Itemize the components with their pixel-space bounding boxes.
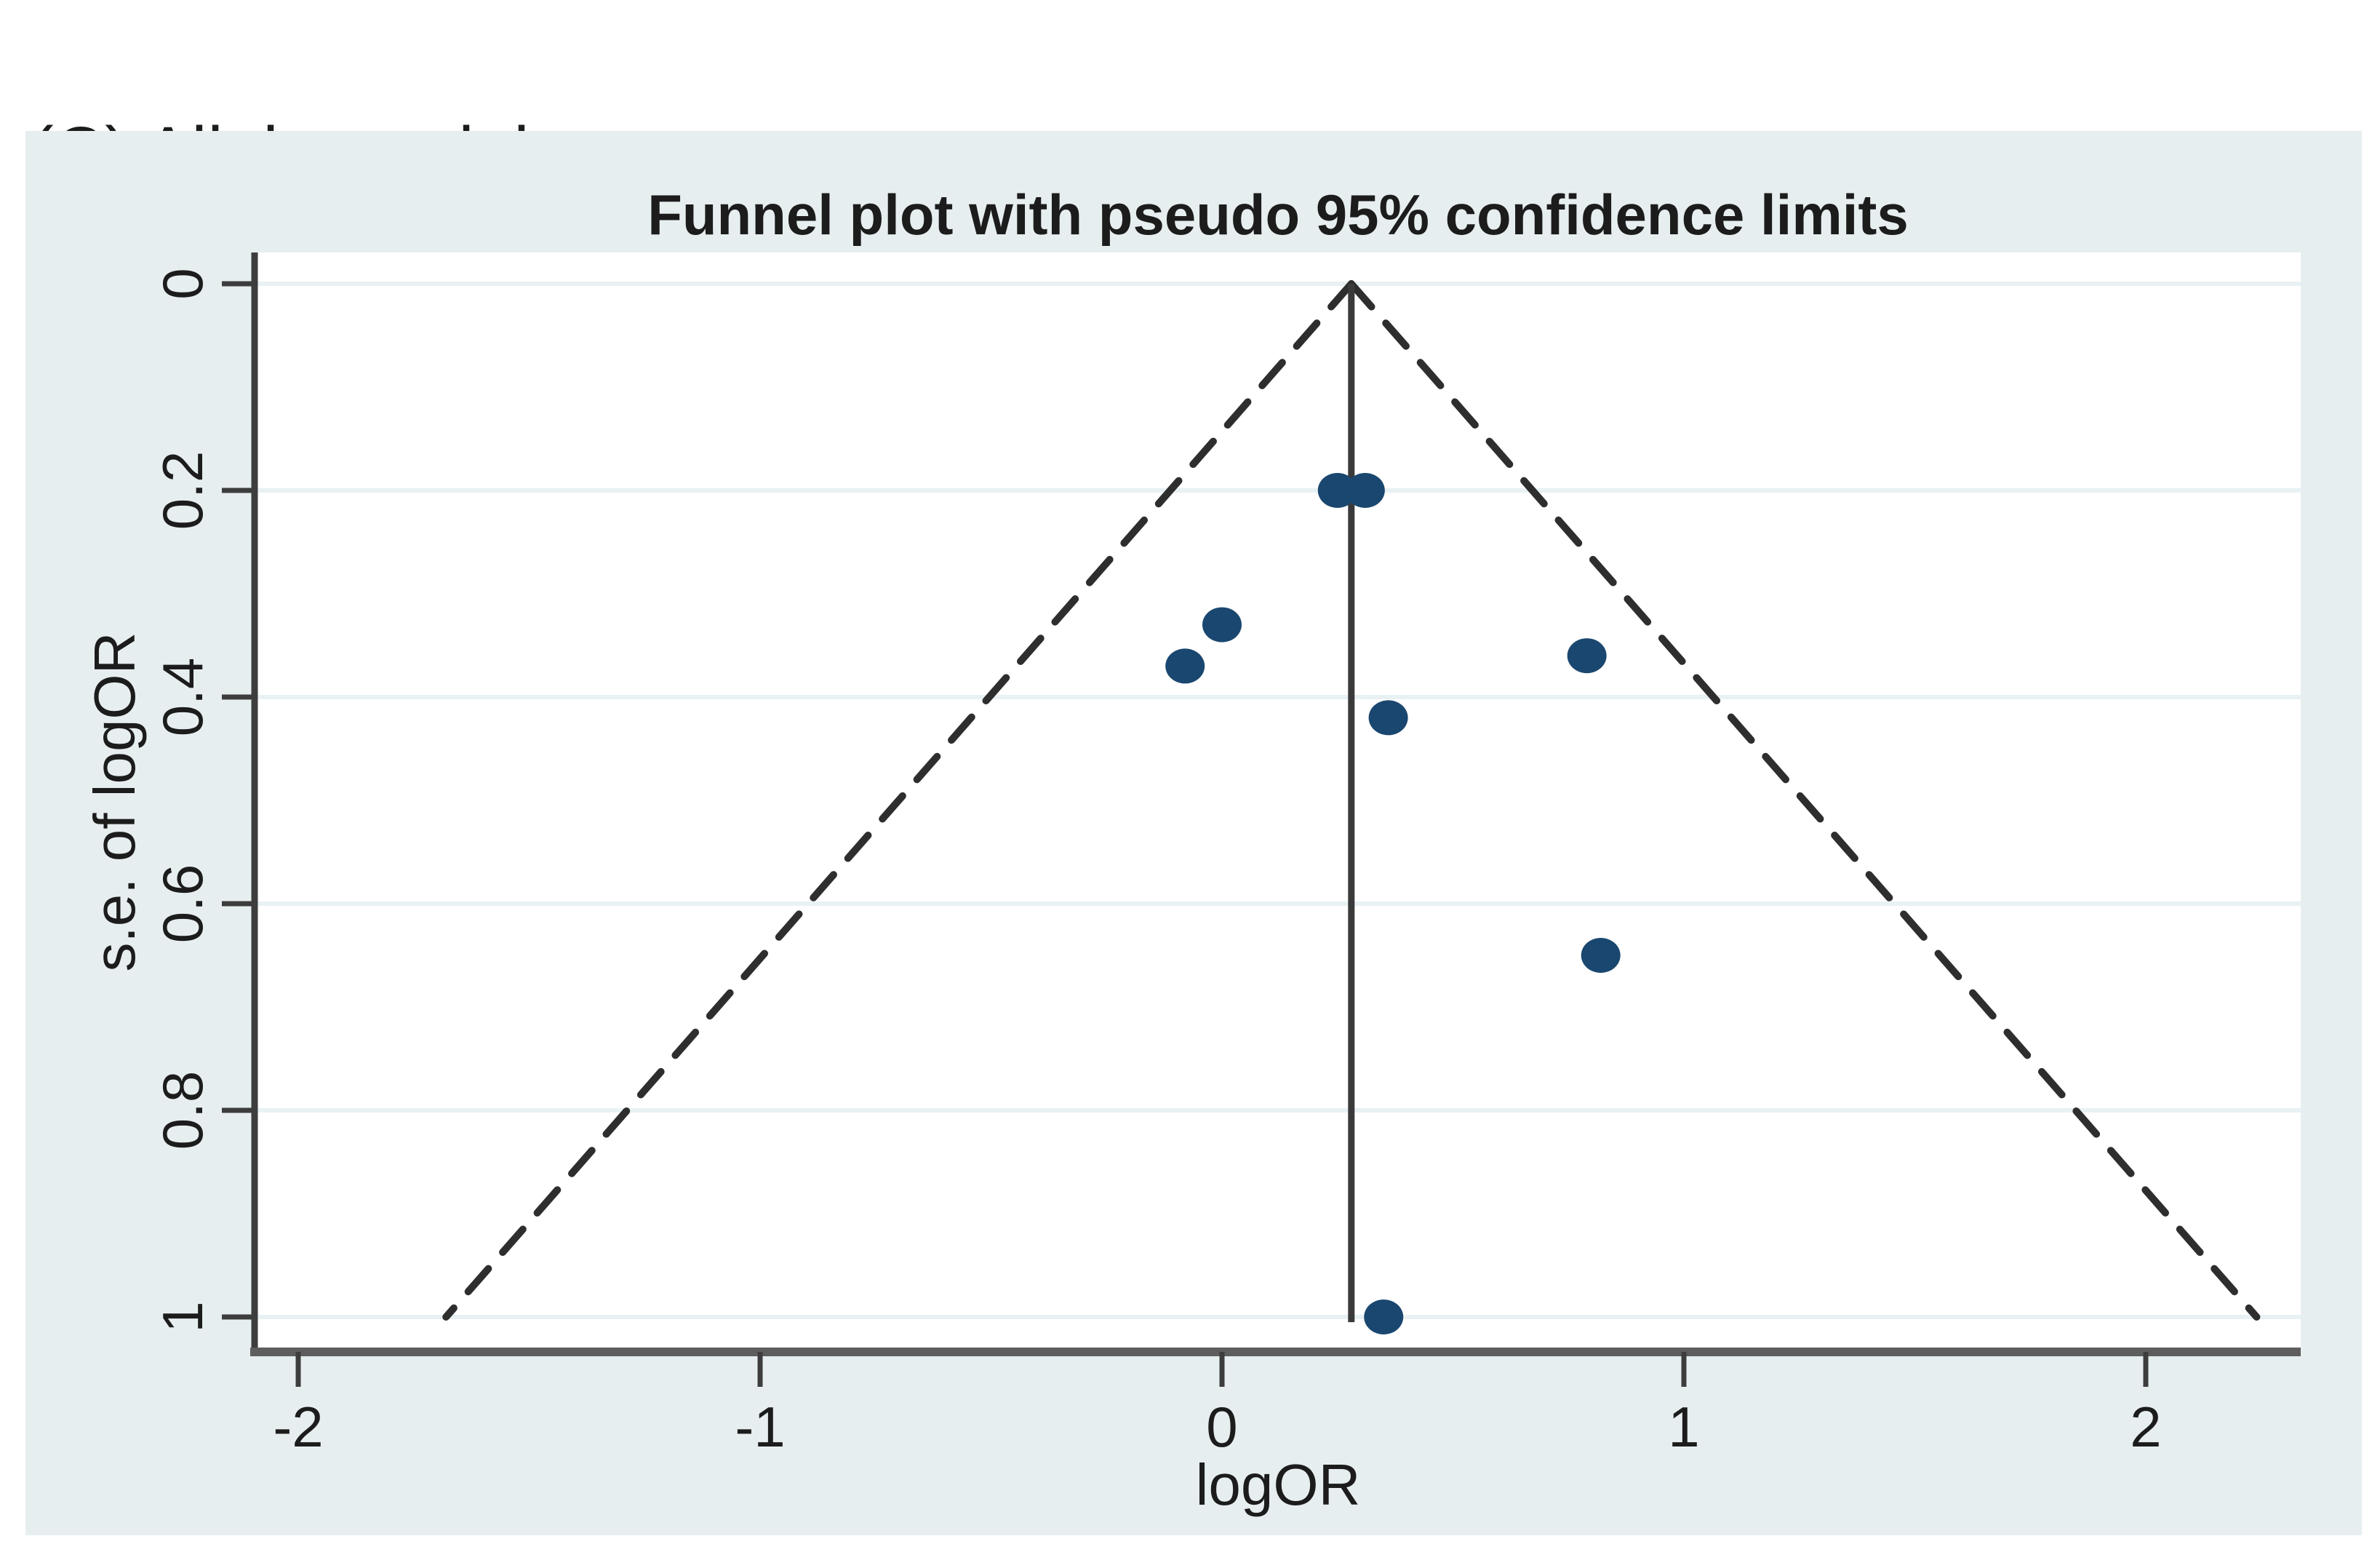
data-point xyxy=(1368,700,1408,736)
funnel-confidence-limits xyxy=(442,280,2261,1323)
x-tick-label: -2 xyxy=(273,1395,323,1459)
x-axis-title: logOR xyxy=(1196,1452,1361,1517)
y-tick-label: 0.8 xyxy=(151,1071,215,1150)
data-point xyxy=(1317,473,1357,508)
y-tick-label: 1 xyxy=(151,1301,215,1332)
x-tick-label: 1 xyxy=(1668,1395,1699,1459)
y-tick-label: 0.2 xyxy=(151,451,215,530)
data-point xyxy=(1567,638,1607,674)
data-point xyxy=(1165,648,1205,684)
y-tick-label: 0 xyxy=(151,268,215,299)
x-tick-label: 2 xyxy=(2130,1395,2161,1459)
x-tick-label: -1 xyxy=(735,1395,785,1459)
data-point xyxy=(1364,1300,1404,1334)
chart-title: Funnel plot with pseudo 95% confidence l… xyxy=(647,183,1908,247)
data-points xyxy=(1165,473,1621,1334)
plot-area xyxy=(255,252,2301,1352)
y-tick-label: 0.6 xyxy=(151,864,215,943)
data-point xyxy=(1345,473,1385,508)
y-tick-label: 0.4 xyxy=(151,658,215,736)
data-point xyxy=(1202,607,1242,642)
data-point xyxy=(1581,938,1621,973)
x-tick-label: 0 xyxy=(1206,1395,1237,1459)
funnel-lower-limit-line xyxy=(442,280,1355,1321)
axes: 0 0.2 0.4 0.6 0.8 1 -2 -1 0 1 2 xyxy=(151,252,2301,1459)
gridlines xyxy=(255,282,2301,1319)
y-axis-title: s.e. of logOR xyxy=(82,632,147,972)
funnel-upper-limit-line xyxy=(1347,280,2261,1321)
